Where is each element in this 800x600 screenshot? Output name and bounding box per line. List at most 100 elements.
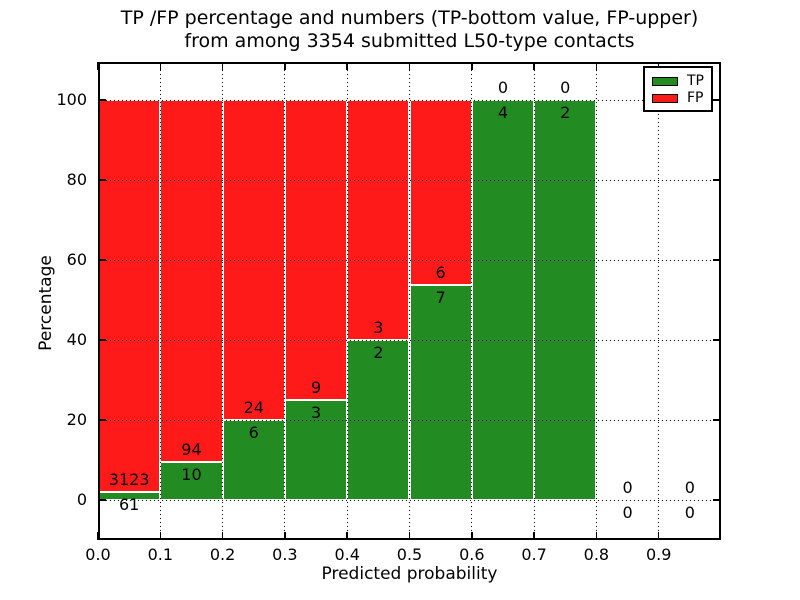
tick-right	[713, 339, 721, 341]
tick-top	[284, 62, 286, 70]
fp-count-label: 6	[435, 262, 446, 282]
tick-bottom	[471, 532, 473, 540]
tick-bottom	[159, 532, 162, 540]
chart-title: TP /FP percentage and numbers (TP-bottom…	[98, 7, 721, 53]
chart-title-line-2: from among 3354 submitted L50-type conta…	[184, 30, 635, 52]
tick-top	[408, 62, 411, 70]
x-tick-label: 0.8	[583, 545, 610, 564]
tp-count-label: 7	[435, 287, 446, 307]
x-tick-label: 0.1	[147, 545, 174, 564]
tp-color-swatch	[652, 77, 678, 86]
bar-segment-tp	[534, 100, 597, 500]
tick-right	[713, 259, 721, 261]
tick-bottom	[595, 532, 598, 540]
tp-count-label: 61	[118, 495, 140, 515]
gridline-vertical	[159, 62, 161, 540]
y-tick-label: 0	[76, 490, 87, 509]
tick-bottom	[97, 532, 99, 540]
bar-segment-fp	[284, 100, 348, 400]
tick-bottom	[533, 532, 535, 540]
tick-top	[595, 62, 598, 70]
gridline-vertical	[284, 62, 286, 540]
x-tick-label: 0.4	[334, 545, 360, 564]
tick-left	[98, 99, 106, 101]
tick-right	[713, 499, 721, 501]
tp-count-label: 3	[310, 403, 322, 422]
x-tick-label: 0.9	[645, 545, 672, 564]
tick-left	[98, 179, 106, 181]
tp-count-label: 2	[373, 343, 384, 362]
fp-count-label: 3	[373, 318, 384, 337]
tick-top	[97, 62, 99, 70]
gridline-vertical	[222, 62, 224, 540]
tick-left	[98, 499, 106, 501]
fp-count-label: 94	[181, 439, 202, 459]
bar-segment-fp	[347, 100, 410, 340]
tp-count-label: 4	[497, 103, 509, 122]
x-axis-label: Predicted probability	[321, 564, 498, 584]
bar-segment-tp	[409, 284, 472, 500]
gridline-vertical	[346, 62, 348, 540]
y-tick-label: 80	[66, 170, 87, 189]
fp-count-label: 0	[560, 78, 571, 97]
tick-right	[713, 179, 721, 181]
gridline-vertical	[471, 62, 473, 540]
legend-entry-fp: FP	[645, 90, 711, 107]
fp-count-label: 0	[622, 478, 633, 497]
y-tick-label: 60	[66, 250, 87, 269]
tick-top	[471, 62, 473, 70]
bar-segment-fp	[409, 100, 472, 285]
tick-bottom	[657, 532, 660, 540]
bar-segment-tp	[284, 400, 348, 500]
fp-count-label: 3123	[108, 470, 150, 490]
tick-right	[713, 99, 721, 101]
tp-count-label: 0	[622, 503, 633, 522]
tp-count-label: 10	[181, 464, 202, 484]
tick-top	[159, 62, 162, 70]
tick-bottom	[346, 532, 348, 540]
tick-top	[221, 62, 224, 70]
gridline-horizontal	[98, 419, 721, 421]
plot-area: TP FP 3123 61 94 10 24 6 9 3 3 2 6 7 0 4 0 2 0 0 0 0 0.0 0.1 0…	[56, 62, 721, 564]
bar-segment-tp	[471, 100, 535, 500]
gridline-horizontal	[98, 339, 721, 341]
tp-count-label: 0	[684, 503, 695, 522]
y-tick-label: 20	[66, 410, 87, 429]
y-tick-label: 40	[66, 330, 87, 349]
fp-count-label: 9	[310, 378, 322, 397]
legend-entry-tp: TP	[645, 73, 711, 90]
bar-segment-tp	[160, 461, 223, 500]
fp-color-swatch	[652, 94, 678, 103]
x-tick-label: 0.5	[396, 545, 423, 564]
tick-left	[98, 419, 106, 421]
tp-count-label: 2	[560, 103, 571, 122]
gridline-vertical	[658, 62, 660, 540]
tick-bottom	[221, 532, 224, 540]
bar-segment-fp	[98, 100, 161, 493]
fp-count-label: 24	[243, 398, 264, 417]
fp-count-label: 0	[497, 78, 509, 97]
gridline-horizontal	[98, 179, 721, 181]
tick-left	[98, 259, 106, 261]
x-tick-label: 0.3	[272, 545, 298, 564]
x-tick-label: 0.7	[521, 545, 547, 564]
legend-label-fp: FP	[687, 90, 704, 106]
legend: TP FP	[643, 66, 713, 112]
tick-bottom	[284, 532, 286, 540]
tick-top	[533, 62, 535, 70]
gridline-vertical	[533, 62, 535, 540]
chart-title-line-1: TP /FP percentage and numbers (TP-bottom…	[120, 7, 699, 29]
gridline-horizontal	[98, 499, 721, 501]
tp-count-label: 6	[248, 423, 259, 442]
tick-left	[98, 339, 106, 341]
tick-bottom	[408, 532, 411, 540]
fp-count-label: 0	[684, 478, 695, 497]
gridline-vertical	[409, 62, 410, 540]
bar-segment-fp	[160, 100, 223, 462]
gridline-vertical	[595, 62, 597, 540]
gridline-horizontal	[98, 259, 721, 261]
tick-right	[713, 419, 721, 421]
gridline-horizontal	[98, 99, 721, 101]
legend-label-tp: TP	[687, 73, 704, 89]
